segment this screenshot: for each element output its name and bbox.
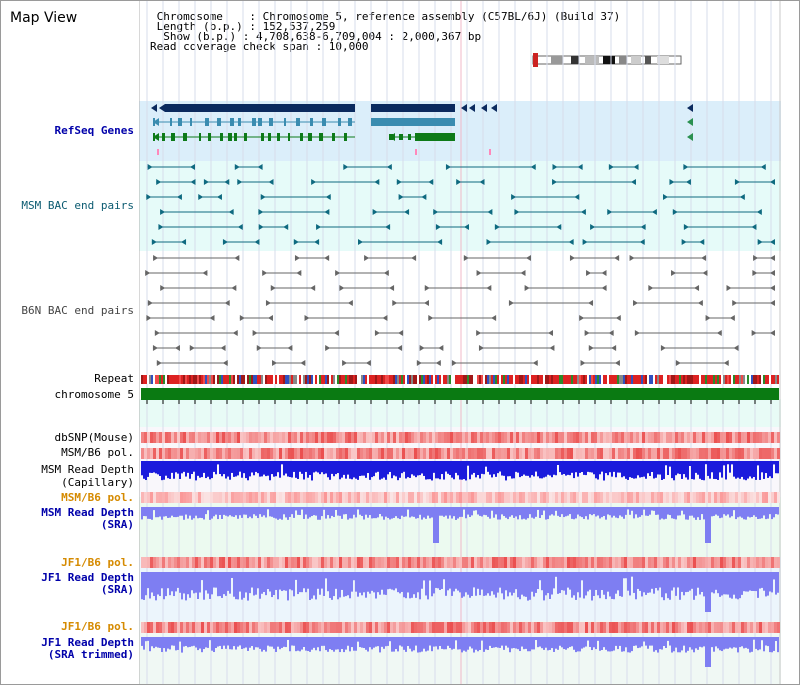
label-jf1-b6-pol-2: JF1/B6 pol. [61, 620, 134, 633]
label-jf1-b6-pol: JF1/B6 pol. [61, 556, 134, 569]
info-show-range: Show (b.p.) : 4,708,638-6,709,004 : 2,00… [150, 30, 482, 43]
jf1-sra-depth [141, 572, 779, 612]
chromosome-ideogram[interactable] [529, 53, 689, 67]
dbsnp-strip [141, 432, 780, 443]
jf1-b6-pol-strip [141, 557, 780, 568]
msm-b6-pol-strip [141, 448, 780, 459]
info-length: Length (b.p.) : 152,537,259 [150, 20, 336, 33]
jf1-trimmed-depth [141, 637, 779, 667]
label-jf1-sra: (SRA) [100, 583, 134, 596]
b6n-bac-pairs [145, 255, 775, 366]
label-msm-bac-end-pairs: MSM BAC end pairs [21, 199, 134, 212]
refseq-gene-models [151, 104, 693, 155]
label-b6n-bac-end-pairs: B6N BAC end pairs [21, 304, 134, 317]
label-capillary: (Capillary) [61, 476, 134, 489]
axis-band [139, 399, 781, 427]
label-msm-sra: (SRA) [100, 518, 134, 531]
b6n-bac-band [139, 251, 781, 371]
sra-band [139, 497, 781, 557]
label-msm-read-depth-capillary: MSM Read Depth [41, 463, 134, 476]
vertical-gridlines [139, 1, 781, 684]
chromosome-bar [141, 388, 779, 400]
msm-capillary-depth [141, 461, 779, 481]
label-msm-b6-pol-orange: MSM/B6 pol. [61, 491, 134, 504]
view-title: Map View [10, 10, 78, 26]
msm-bac-band [139, 161, 781, 251]
msm-bac-pairs [146, 164, 775, 245]
label-dbsnp: dbSNP(Mouse) [54, 431, 134, 444]
ideogram-position-marker[interactable] [533, 53, 538, 67]
repeat-track [141, 375, 779, 384]
info-chromosome: Chromosome : Chromosome 5, reference ass… [150, 10, 621, 23]
msm-b6-pol-strip-2 [141, 492, 780, 503]
label-msm-read-depth-sra: MSM Read Depth [41, 506, 134, 519]
axis-ticks [146, 400, 772, 404]
jf1-b6-pol-strip-2 [141, 622, 780, 633]
label-msm-b6-pol: MSM/B6 pol. [61, 446, 134, 459]
label-sra-trimmed: (SRA trimmed) [47, 648, 134, 661]
genome-browser-tracks[interactable] [139, 1, 783, 685]
label-jf1-read-depth-sra: JF1 Read Depth [41, 571, 134, 584]
label-refseq-genes: RefSeq Genes [54, 124, 134, 137]
msm-sra-depth [141, 507, 779, 543]
label-repeat: Repeat [94, 372, 134, 385]
label-chromosome: chromosome 5 [54, 388, 134, 401]
label-jf1-read-depth-trimmed: JF1 Read Depth [41, 636, 134, 649]
